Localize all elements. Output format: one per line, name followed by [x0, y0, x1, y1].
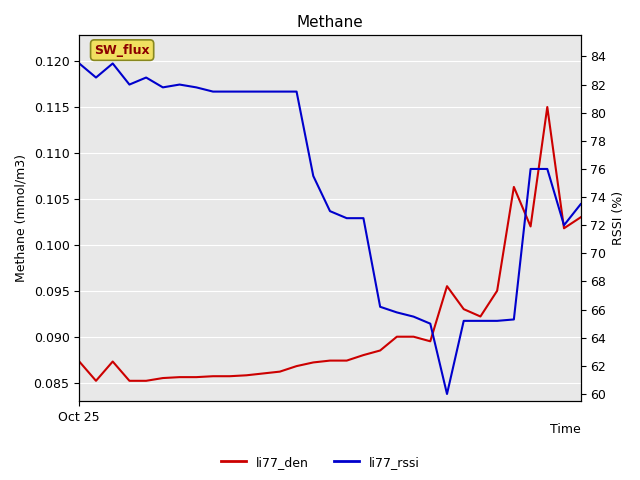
Y-axis label: RSSI (%): RSSI (%)	[612, 191, 625, 245]
Text: Time: Time	[550, 423, 580, 436]
Title: Methane: Methane	[296, 15, 364, 30]
Text: SW_flux: SW_flux	[94, 44, 150, 57]
Legend: li77_den, li77_rssi: li77_den, li77_rssi	[216, 451, 424, 474]
Y-axis label: Methane (mmol/m3): Methane (mmol/m3)	[15, 154, 28, 282]
